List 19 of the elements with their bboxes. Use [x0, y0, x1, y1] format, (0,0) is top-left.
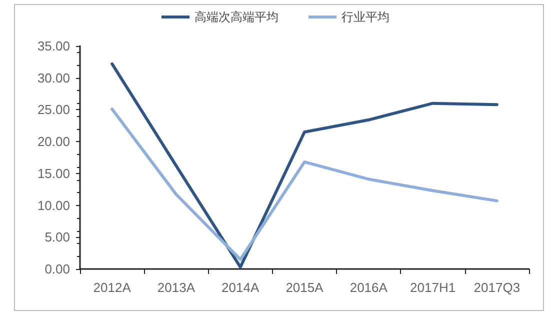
x-tick-label: 2015A: [286, 280, 324, 295]
x-tick-label: 2017H1: [410, 280, 456, 295]
y-tick-label: 25.00: [37, 102, 70, 118]
y-tick-label: 20.00: [37, 134, 70, 150]
y-tick-label: 0.00: [44, 262, 70, 276]
line-series: [110, 108, 498, 261]
x-tick-label: 2016A: [350, 280, 388, 295]
line-series: [110, 62, 498, 269]
y-tick-label: 5.00: [44, 230, 70, 245]
y-tick-label: 30.00: [37, 70, 70, 86]
y-tick-label: 35.00: [37, 38, 70, 54]
x-tick-label: 2014A: [222, 280, 260, 295]
y-tick-label: 10.00: [37, 198, 70, 213]
y-tick-label: 15.00: [37, 166, 70, 181]
x-tick-label: 2013A: [157, 280, 196, 295]
x-tick-label: 2017Q3: [474, 280, 520, 295]
x-tick-label: 2012A: [93, 280, 132, 295]
legend-label: 高端次高端平均: [194, 10, 278, 24]
legend-label: 行业平均: [342, 10, 390, 24]
